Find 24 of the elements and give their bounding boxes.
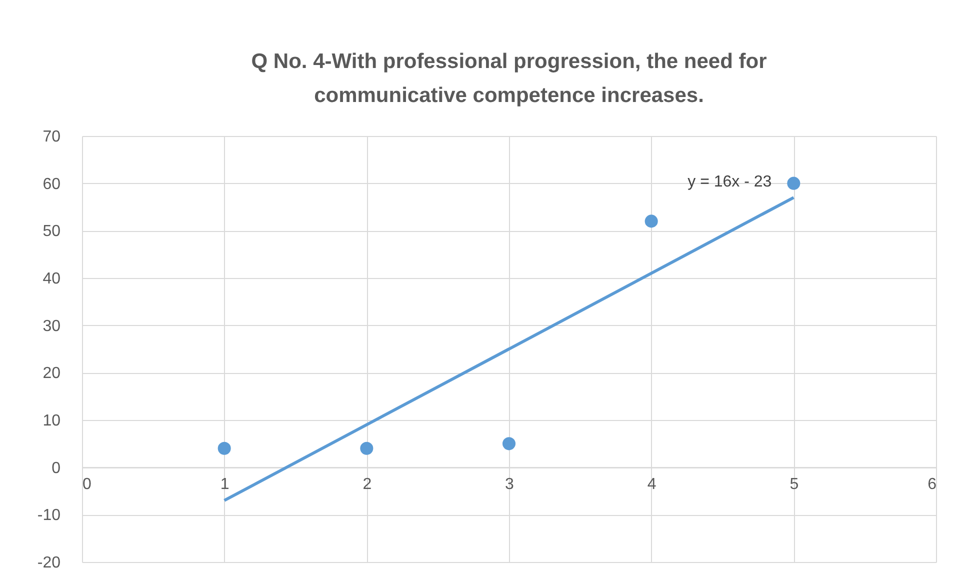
y-tick-label: -20 (37, 554, 61, 572)
x-tick-label: 0 (82, 476, 92, 493)
x-tick-label: 2 (362, 476, 372, 493)
x-tick-label: 4 (647, 476, 656, 493)
y-tick-label: 60 (42, 176, 61, 193)
y-tick-label: 30 (42, 318, 61, 335)
point (502, 437, 516, 450)
point (218, 442, 231, 455)
y-tick-label: 50 (42, 223, 61, 240)
annotation: y = 16x - 23 (688, 174, 772, 191)
x-tick-label: 6 (928, 476, 937, 493)
y-tick-label: 10 (42, 412, 61, 430)
point (787, 176, 800, 190)
y-tick-label: -10 (37, 507, 61, 524)
y-tick-label: 70 (42, 128, 61, 146)
chart-title: Q No. 4-With professional progression, the need for communicative competence increases. (251, 50, 767, 107)
x-tick-label: 3 (505, 476, 514, 493)
x-tick-label: 1 (220, 476, 230, 493)
y-tick-label: 40 (42, 270, 61, 288)
x-tick-label: 5 (790, 476, 799, 493)
y-tick-label: 20 (42, 365, 61, 382)
point (360, 442, 374, 455)
point (644, 214, 658, 228)
y-tick-label: 0 (52, 460, 61, 477)
